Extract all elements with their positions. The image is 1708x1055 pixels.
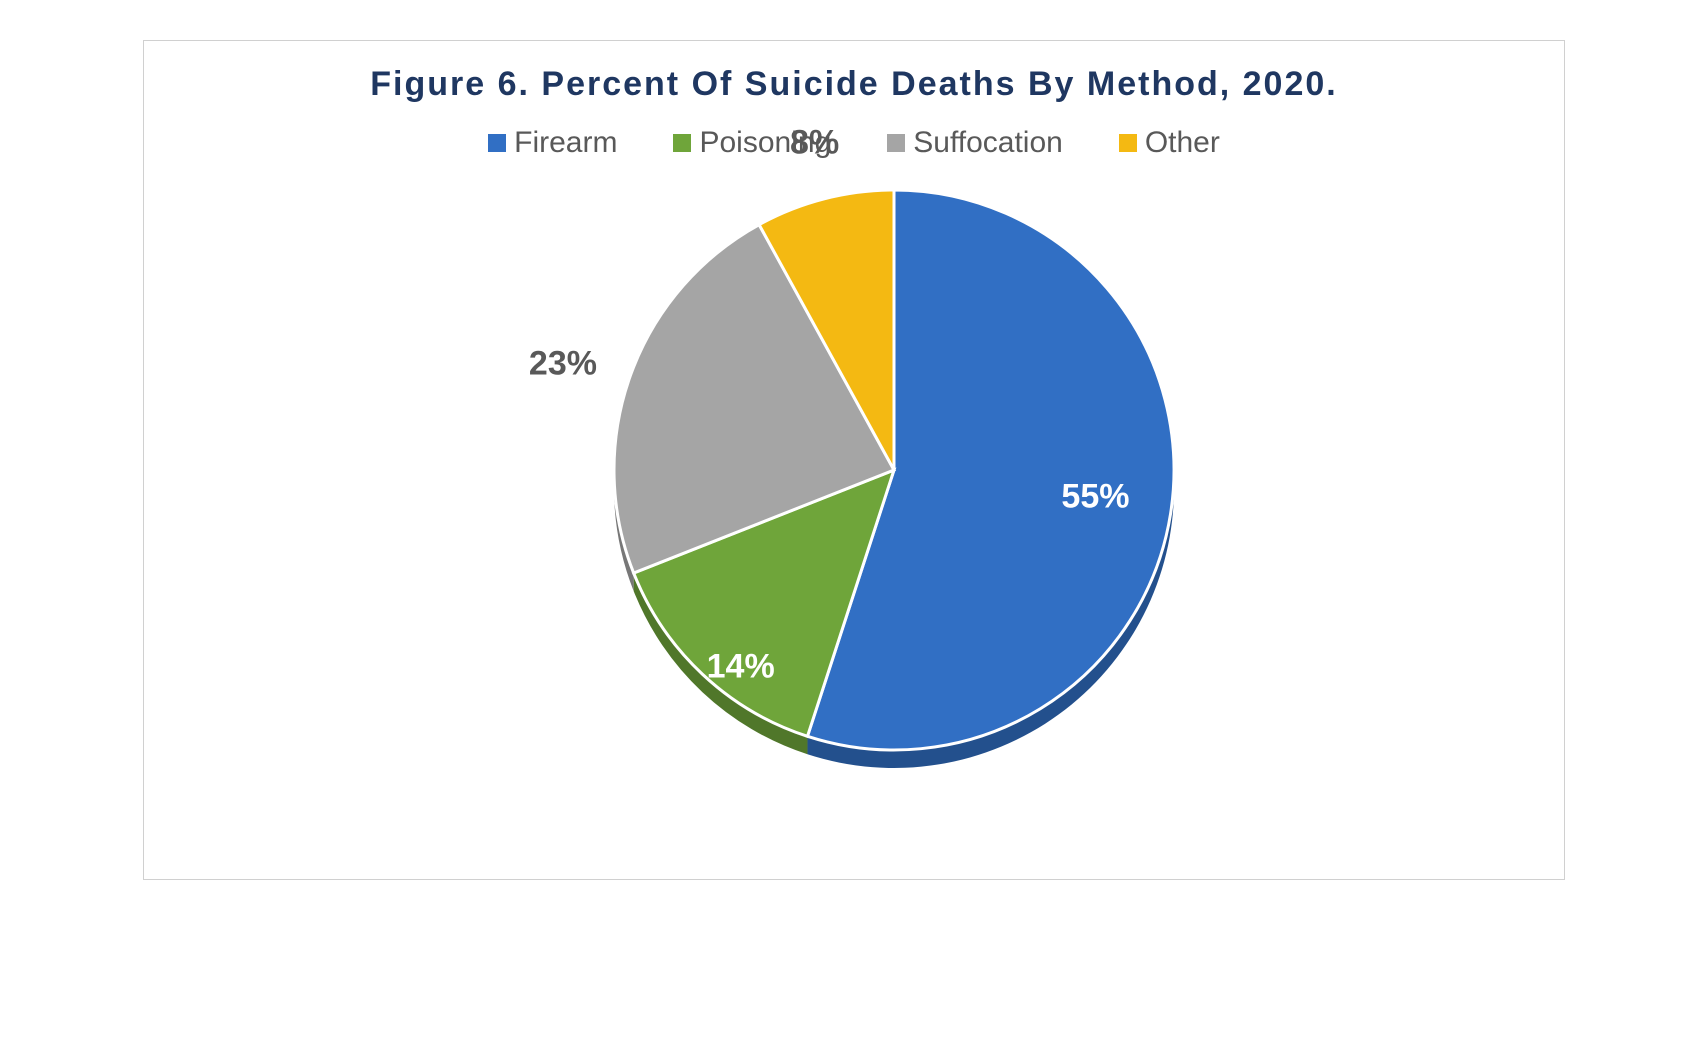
- legend-item-firearm: Firearm: [488, 126, 617, 160]
- chart-title: Figure 6. Percent Of Suicide Deaths By M…: [144, 65, 1564, 104]
- legend-swatch: [887, 134, 905, 152]
- legend-label: Firearm: [514, 126, 617, 160]
- legend-label: Suffocation: [913, 126, 1063, 160]
- slice-label-other: 8%: [790, 123, 839, 162]
- slice-label-poisoning: 14%: [707, 648, 775, 687]
- pie-chart: 55%14%23%8%: [614, 190, 1174, 768]
- slice-label-suffocation: 23%: [529, 344, 597, 383]
- legend-item-other: Other: [1119, 126, 1220, 160]
- legend-swatch: [1119, 134, 1137, 152]
- legend-label: Other: [1145, 126, 1220, 160]
- legend-item-suffocation: Suffocation: [887, 126, 1063, 160]
- slice-label-firearm: 55%: [1061, 478, 1129, 517]
- legend-swatch: [673, 134, 691, 152]
- legend-swatch: [488, 134, 506, 152]
- legend: FirearmPoisoningSuffocationOther: [144, 126, 1564, 160]
- chart-container: Figure 6. Percent Of Suicide Deaths By M…: [143, 40, 1565, 880]
